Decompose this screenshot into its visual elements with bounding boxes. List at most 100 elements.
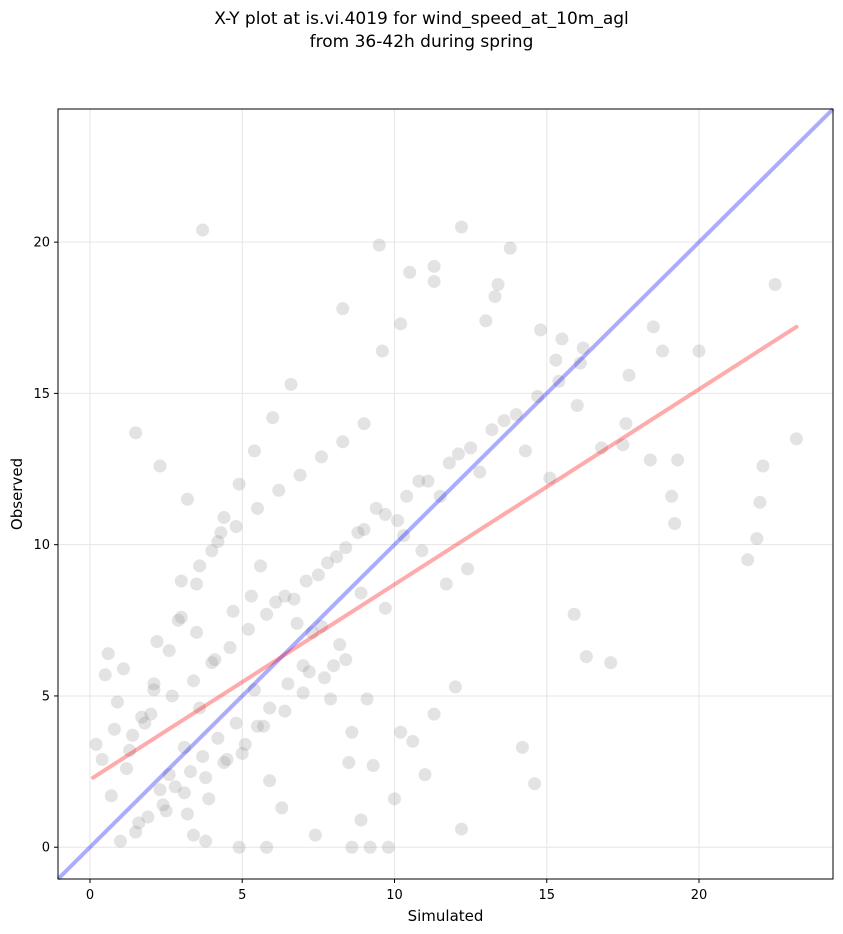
data-point (238, 737, 252, 751)
data-point (454, 822, 468, 836)
data-point (110, 695, 124, 709)
data-point (427, 707, 441, 721)
grid (58, 109, 833, 879)
data-point (646, 320, 660, 334)
data-point (345, 725, 359, 739)
plot-frame (57, 108, 834, 880)
data-point (199, 771, 213, 785)
data-point (217, 756, 231, 770)
chart-title: X-Y plot at is.vi.4019 for wind_speed_at… (214, 9, 629, 29)
data-point (183, 765, 197, 779)
data-point (156, 798, 170, 812)
x-tick-label: 10 (386, 888, 403, 903)
data-point (296, 686, 310, 700)
data-point (266, 411, 280, 425)
data-point (104, 789, 118, 803)
data-point (241, 622, 255, 636)
data-point (427, 259, 441, 273)
data-point (284, 377, 298, 391)
y-tick-label: 5 (42, 689, 50, 704)
data-point (153, 783, 167, 797)
y-tick-label: 15 (33, 387, 50, 402)
data-point (543, 471, 557, 485)
data-point (296, 659, 310, 673)
data-point (196, 749, 210, 763)
data-point (226, 604, 240, 618)
data-point (263, 774, 277, 788)
data-point (342, 756, 356, 770)
y-tick-label: 10 (33, 538, 50, 553)
data-point (327, 659, 341, 673)
data-point (150, 634, 164, 648)
data-point (381, 840, 395, 854)
data-point (549, 353, 563, 367)
data-point (528, 777, 542, 791)
data-point (193, 559, 207, 573)
data-point (171, 613, 185, 627)
data-point (180, 492, 194, 506)
data-point (451, 447, 465, 461)
data-point (314, 450, 328, 464)
data-point (366, 759, 380, 773)
data-point (391, 513, 405, 527)
data-point (177, 786, 191, 800)
data-point (497, 414, 511, 428)
data-point (199, 834, 213, 848)
data-point (257, 719, 271, 733)
data-point (135, 710, 149, 724)
data-point (604, 656, 618, 670)
data-point (272, 483, 286, 497)
data-point (454, 220, 468, 234)
data-point (235, 746, 249, 760)
data-point (278, 704, 292, 718)
data-point (643, 453, 657, 467)
data-point (217, 510, 231, 524)
data-point (193, 701, 207, 715)
data-point (305, 625, 319, 639)
data-point (415, 544, 429, 558)
data-point (768, 277, 782, 291)
data-point (123, 743, 137, 757)
data-point (479, 314, 493, 328)
data-point (363, 840, 377, 854)
data-point (113, 834, 127, 848)
data-point (281, 677, 295, 691)
data-point (302, 665, 316, 679)
data-point (147, 683, 161, 697)
x-tick-label: 15 (538, 888, 555, 903)
x-tick-label: 0 (86, 888, 94, 903)
data-point (320, 556, 334, 570)
data-point (177, 740, 191, 754)
data-point (247, 444, 261, 458)
data-point (244, 589, 258, 603)
data-point (214, 526, 228, 540)
data-point (418, 768, 432, 782)
data-point (269, 595, 283, 609)
data-point (576, 341, 590, 355)
data-point (427, 274, 441, 288)
data-point (293, 468, 307, 482)
data-point (174, 574, 188, 588)
data-point (147, 677, 161, 691)
data-point (89, 737, 103, 751)
data-point (196, 223, 210, 237)
data-point (622, 368, 636, 382)
data-point (129, 825, 143, 839)
data-point (403, 265, 417, 279)
data-point (205, 656, 219, 670)
data-point (126, 728, 140, 742)
data-point (567, 607, 581, 621)
data-point (387, 792, 401, 806)
data-point (665, 489, 679, 503)
data-point (412, 474, 426, 488)
data-point (351, 526, 365, 540)
data-point (503, 241, 517, 255)
data-point (789, 432, 803, 446)
data-point (369, 501, 383, 515)
data-point (263, 701, 277, 715)
data-point (552, 374, 566, 388)
data-point (573, 356, 587, 370)
data-point (488, 290, 502, 304)
data-point (339, 653, 353, 667)
data-point (132, 816, 146, 830)
